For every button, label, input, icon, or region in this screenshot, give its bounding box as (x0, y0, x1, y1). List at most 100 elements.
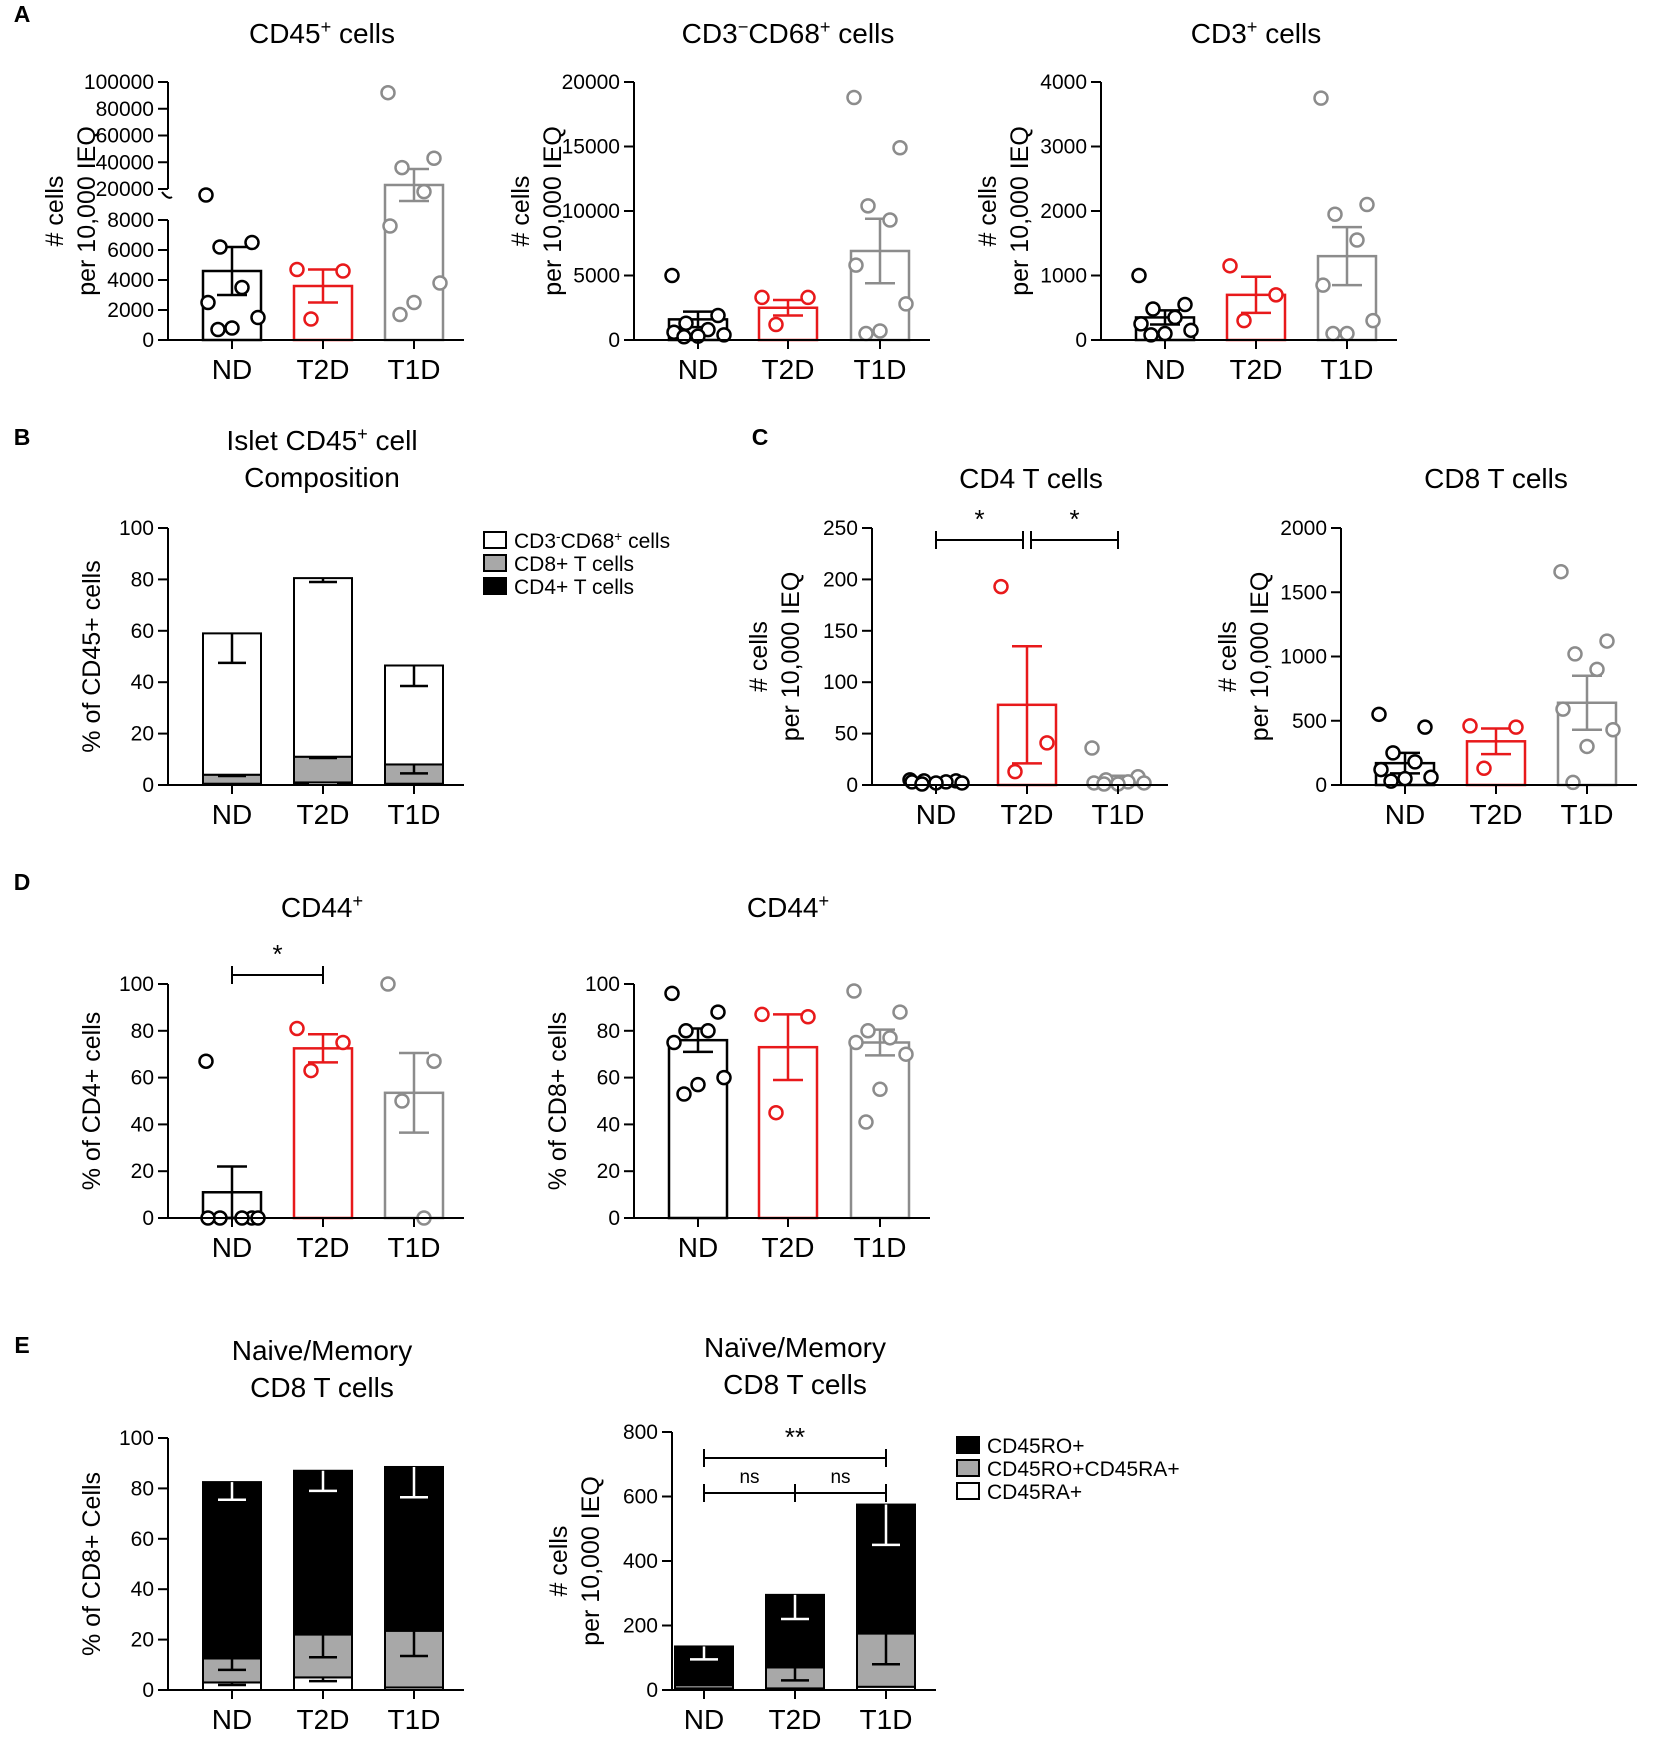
data-point-nd (234, 279, 250, 296)
y-tick-label: 800 (623, 1421, 658, 1444)
data-point-t1d (872, 1081, 888, 1098)
data-point-t2d (1462, 718, 1478, 734)
chart-title-line2: CD8 T cells (723, 1369, 867, 1400)
y-tick-label: 80000 (96, 98, 154, 121)
y-tick-label: 4000 (1040, 71, 1087, 94)
bar-t1d (849, 1041, 911, 1220)
y-tick-label: 15000 (562, 136, 620, 159)
y-tick-label: 200 (623, 1615, 658, 1638)
data-point-t1d (1553, 563, 1569, 580)
data-point-t2d (335, 1034, 351, 1051)
y-axis-label: # cells (1214, 621, 1242, 692)
y-tick-label: 0 (1315, 774, 1327, 797)
data-point-t2d (993, 578, 1009, 595)
x-tick-label-t1d: T1D (854, 1232, 907, 1263)
data-point-t1d (406, 294, 422, 311)
chart-title: CD45+ cells (249, 17, 395, 49)
data-point-t1d (432, 275, 448, 291)
y-tick-label: 40 (597, 1113, 620, 1136)
x-tick-label-nd: ND (916, 799, 956, 830)
x-tick-label-t1d: T1D (1321, 354, 1374, 385)
y-axis-label: % of CD8+ Cells (78, 1472, 106, 1656)
y-axis-label: % of CD8+ cells (544, 1012, 572, 1191)
y-axis-label-line2: per 10,000 IEQ (577, 1476, 605, 1646)
y-tick-label: 100 (119, 973, 154, 996)
legend-swatch (956, 1482, 980, 1500)
superscript: + (352, 891, 363, 911)
data-point-nd (200, 294, 216, 311)
y-tick-label: 40000 (96, 151, 154, 174)
panel-labels: A B C D E (14, 1, 769, 1358)
chart-title-line2: Composition (244, 462, 400, 493)
data-point-nd (1417, 719, 1433, 735)
y-tick-label: 0 (142, 1679, 154, 1702)
y-axis-label-line2: per 10,000 IEQ (1246, 572, 1274, 742)
x-tick-label-t1d: T1D (388, 1704, 441, 1735)
y-tick-label: 60 (131, 620, 154, 643)
chart-d1: CD44+ % of CD4+ cells 0 20 40 60 80 100 ND T2D T1D… (78, 891, 464, 1263)
text-span: CD68 (748, 18, 820, 49)
data-point-t1d (860, 1023, 876, 1039)
x-tick-label-t2d: T2D (297, 799, 350, 830)
data-point-nd (224, 320, 240, 336)
stacked-segment (202, 1481, 262, 1660)
data-point-nd (1131, 267, 1147, 284)
chart-title: CD4 T cells (959, 463, 1103, 494)
superscript: - (556, 529, 561, 544)
legend-label: CD3-CD68+ cells (514, 529, 670, 554)
data-point-t1d (892, 140, 908, 156)
text-span: CD3 (682, 18, 738, 49)
data-point-t2d (1236, 312, 1252, 329)
y-tick-label: 50 (835, 723, 858, 746)
data-point-nd (198, 187, 214, 203)
y-axis-label: # cells (745, 621, 773, 692)
panel-label-b: B (14, 424, 31, 450)
y-tick-label: 100 (119, 517, 154, 540)
data-point-nd (1423, 769, 1439, 786)
chart-title: CD8 T cells (1424, 463, 1568, 494)
data-point-t1d (1365, 312, 1381, 329)
y-tick-label: 1000 (1040, 265, 1087, 288)
significance-label: * (974, 504, 984, 534)
text-span: Naive/Memory (232, 1335, 412, 1366)
data-point-t2d (768, 316, 784, 333)
y-tick-label: 3000 (1040, 136, 1087, 159)
x-tick-label-nd: ND (212, 799, 252, 830)
data-point-t2d (289, 261, 305, 278)
data-point-nd (954, 775, 970, 791)
y-tick-label: 100 (119, 1427, 154, 1450)
superscript: + (818, 891, 829, 911)
chart-c2: CD8 T cells # cells per 10,000 IEQ 0 500 1000… (1214, 463, 1637, 830)
y-tick-label: 20000 (562, 71, 620, 94)
data-point-nd (244, 234, 260, 251)
chart-title: CD3−CD68+ cells (682, 17, 895, 49)
y-axis-label-line2: per 10,000 IEQ (777, 572, 805, 742)
data-point-t1d (858, 1114, 874, 1130)
stacked-segment (293, 577, 353, 758)
data-point-nd (198, 1053, 214, 1069)
data-point-t1d (1325, 325, 1341, 342)
data-point-t1d (380, 84, 396, 101)
x-tick-label-t2d: T2D (762, 1232, 815, 1263)
data-point-nd (210, 321, 226, 338)
data-point-t1d (394, 159, 410, 176)
data-point-nd (1397, 770, 1413, 787)
significance-label: ns (830, 1467, 850, 1488)
y-tick-label: 0 (608, 1207, 620, 1230)
y-tick-label: 2000 (1280, 517, 1327, 540)
y-tick-label: 0 (142, 774, 154, 797)
chart-a1: CD45+ cells # cells per 10,000 IEQ 0 2000 400… (41, 17, 464, 385)
data-point-nd (1145, 301, 1161, 317)
text-span: cells (622, 530, 670, 553)
data-point-nd (1167, 309, 1183, 326)
legend-swatch (956, 1459, 980, 1477)
y-tick-label: 1500 (1280, 581, 1327, 604)
data-point-t2d (335, 263, 351, 279)
x-tick-label-t1d: T1D (1561, 799, 1614, 830)
data-point-t1d (1599, 633, 1615, 649)
y-tick-label: 600 (623, 1486, 658, 1509)
text-span: CD45 (249, 18, 321, 49)
data-point-t1d (846, 983, 862, 999)
x-tick-label-t1d: T1D (388, 799, 441, 830)
text-span: cells (331, 18, 395, 49)
